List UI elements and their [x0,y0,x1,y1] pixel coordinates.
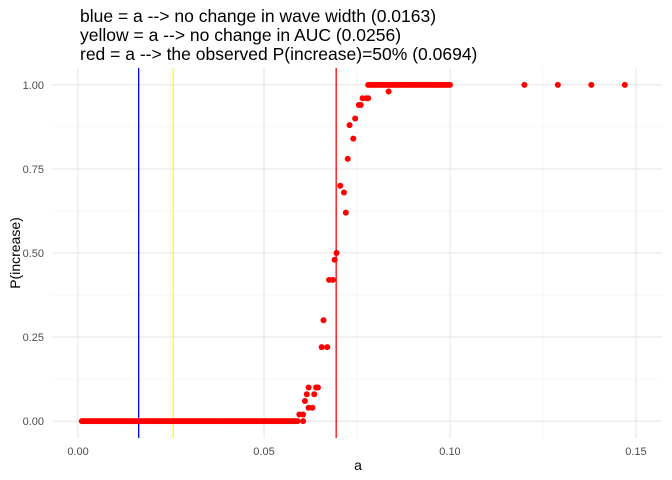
data-point [331,256,338,263]
data-point [340,189,347,196]
data-point [350,135,357,142]
y-tick-label: 0.50 [23,248,44,260]
x-tick-labels: 0.00 0.05 0.10 0.15 [67,446,646,458]
data-point [301,398,308,404]
data-point [300,418,307,425]
data-point [342,209,349,216]
data-point [346,122,353,129]
data-point [314,384,321,391]
y-tick-label: 1.00 [23,80,44,92]
y-tick-label: 0.00 [23,416,44,428]
x-tick-label: 0.00 [67,446,88,458]
data-point [521,81,528,88]
data-point [294,418,301,425]
title-line-1: blue = a --> no change in wave width (0.… [80,6,436,26]
data-point [357,102,364,108]
data-point [311,391,318,398]
data-point [344,155,351,162]
y-axis-title: P(increase) [7,217,23,289]
data-point [446,81,453,88]
data-point [329,276,336,283]
y-tick-label: 0.25 [23,332,44,344]
data-point [352,115,359,122]
data-point [333,250,340,256]
title-line-2: yellow = a --> no change in AUC (0.0256) [80,25,401,45]
data-point [320,317,327,324]
data-point [554,81,561,88]
data-point [324,344,331,351]
x-tick-label: 0.10 [439,446,460,458]
data-point [385,88,392,95]
x-tick-label: 0.15 [625,446,646,458]
x-tick-label: 0.05 [253,446,274,458]
data-point [588,81,595,88]
data-point [365,95,372,102]
data-point [337,182,344,189]
data-point [318,344,325,351]
data-point [309,404,316,411]
data-point [300,411,307,418]
x-axis-title: a [354,457,362,473]
y-tick-labels: 0.00 0.25 0.50 0.75 1.00 [23,80,44,428]
minor-gridlines [52,68,662,438]
data-points [78,81,628,425]
data-point [305,384,312,391]
data-point [303,391,310,398]
data-point [621,81,628,88]
y-tick-label: 0.75 [23,164,44,176]
title-line-3: red = a --> the observed P(increase)=50%… [80,44,477,64]
